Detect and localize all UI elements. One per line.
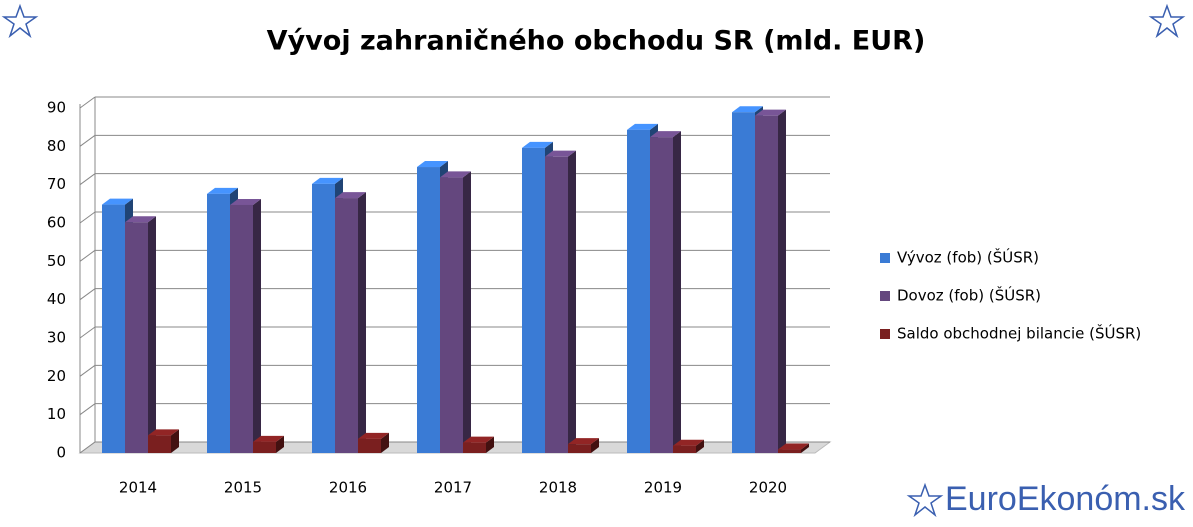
- bar: [207, 193, 230, 453]
- bar: [125, 222, 148, 453]
- bar-top: [545, 150, 576, 157]
- bar-side: [801, 443, 809, 453]
- chart-title: Vývoj zahraničného obchodu SR (mld. EUR): [267, 26, 926, 57]
- bar-top: [102, 198, 133, 205]
- bar: [778, 449, 801, 453]
- x-tick-label: 2020: [749, 479, 787, 497]
- bar-top: [312, 177, 343, 184]
- tick-connector: [79, 96, 96, 109]
- bar-side: [358, 192, 366, 454]
- tick-connector: [79, 173, 96, 186]
- bar-top: [732, 106, 763, 113]
- bar-side: [276, 435, 284, 453]
- tick-connector: [79, 441, 96, 454]
- legend-label: Saldo obchodnej bilancie (ŠÚSR): [897, 324, 1141, 343]
- bar-top: [755, 109, 786, 116]
- bar: [358, 438, 381, 453]
- bar: [463, 442, 486, 453]
- x-tick-label: 2019: [644, 479, 682, 497]
- bar-side: [253, 198, 261, 453]
- bar-side: [171, 429, 179, 453]
- legend-label: Vývoz (fob) (ŠÚSR): [897, 248, 1039, 267]
- bar-side: [673, 131, 681, 453]
- bar-top: [335, 192, 366, 199]
- bar-side: [568, 150, 576, 453]
- bar-top: [358, 432, 389, 439]
- x-tick-label: 2015: [224, 479, 262, 497]
- bar: [417, 167, 440, 454]
- bar-side: [778, 109, 786, 454]
- y-tick-label: 90: [47, 99, 66, 117]
- bar-side: [696, 439, 704, 453]
- y-tick-label: 40: [47, 290, 66, 308]
- x-tick-label: 2018: [539, 479, 577, 497]
- bar-side: [463, 171, 471, 453]
- y-tick-label: 70: [47, 175, 66, 193]
- tick-connector: [79, 403, 96, 416]
- bar: [312, 183, 335, 453]
- bar-top: [148, 429, 179, 436]
- decor-stars: [1, 3, 1186, 518]
- bar: [102, 204, 125, 453]
- tick-connector: [79, 364, 96, 377]
- bar: [253, 441, 276, 453]
- bar-top: [463, 436, 494, 443]
- bar: [440, 177, 463, 453]
- legend-label: Dovoz (fob) (ŠÚSR): [897, 286, 1041, 305]
- legend-swatch: [880, 291, 890, 301]
- bar-top: [253, 435, 284, 442]
- y-tick-label: 80: [47, 137, 66, 155]
- bar: [732, 112, 755, 453]
- bar: [650, 137, 673, 453]
- bar-top: [673, 439, 704, 446]
- y-tick-label: 10: [47, 405, 66, 423]
- legend-swatch: [880, 253, 890, 263]
- y-tick-label: 0: [56, 444, 66, 462]
- bar: [755, 115, 778, 454]
- bar: [568, 444, 591, 453]
- bar-top: [650, 131, 681, 138]
- tick-connector: [79, 134, 96, 147]
- bar-top: [522, 141, 553, 148]
- bar: [673, 445, 696, 453]
- y-tick-label: 30: [47, 329, 66, 347]
- y-tick-label: 20: [47, 367, 66, 385]
- bar: [522, 147, 545, 453]
- x-tick-label: 2014: [119, 479, 157, 497]
- tick-connector: [79, 326, 96, 339]
- bar: [627, 129, 650, 453]
- bar-top: [778, 443, 809, 450]
- legend-swatch: [880, 329, 890, 339]
- bar-side: [486, 436, 494, 453]
- bar-top: [125, 216, 156, 223]
- bar: [148, 435, 171, 453]
- watermark: EuroEkonóm.sk: [945, 480, 1186, 518]
- bar-side: [591, 438, 599, 453]
- y-tick-label: 60: [47, 214, 66, 232]
- bar-top: [417, 161, 448, 168]
- bar: [335, 198, 358, 453]
- bar-top: [440, 171, 471, 178]
- bar-top: [230, 198, 261, 205]
- y-tick-label: 50: [47, 252, 66, 270]
- tick-connector: [79, 288, 96, 301]
- bar-top: [568, 438, 599, 445]
- bar: [230, 204, 253, 453]
- tick-connector: [79, 211, 96, 224]
- bar-top: [627, 123, 658, 130]
- bar-side: [381, 432, 389, 453]
- x-tick-label: 2017: [434, 479, 472, 497]
- x-tick-label: 2016: [329, 479, 367, 497]
- bar: [545, 156, 568, 453]
- tick-connector: [79, 249, 96, 262]
- bar-side: [148, 216, 156, 453]
- bar-top: [207, 187, 238, 194]
